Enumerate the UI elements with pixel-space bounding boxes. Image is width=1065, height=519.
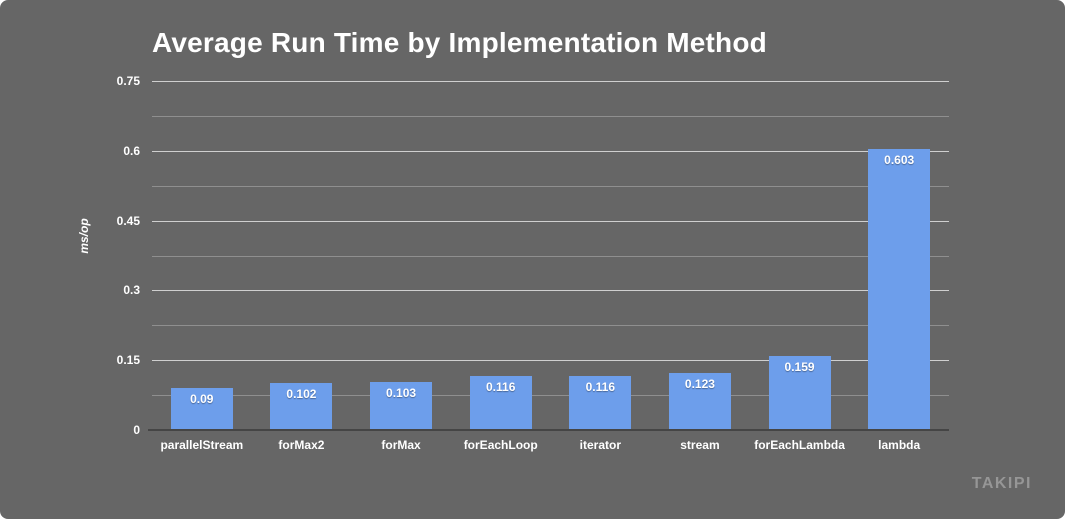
x-tick-label: lambda bbox=[878, 438, 921, 452]
bar-forMax2 bbox=[270, 382, 333, 430]
bar-value-label: 0.123 bbox=[684, 376, 715, 391]
plot-area: 0.09 0.102 0.103 0.116 0.116 0.123 0.159 0.603 bbox=[152, 81, 949, 430]
x-tick-label: forEachLambda bbox=[754, 438, 845, 452]
bar-value-label: 0.103 bbox=[386, 386, 417, 401]
bar-value-label: 0.116 bbox=[585, 380, 615, 395]
takipi-watermark: TAKIPI bbox=[971, 475, 1032, 492]
y-tick-label: 0.3 bbox=[123, 283, 140, 298]
bar-forMax bbox=[370, 382, 433, 430]
bar-forEachLoop bbox=[469, 376, 532, 430]
y-tick-label: 0.75 bbox=[116, 74, 140, 88]
gridline-minor bbox=[152, 325, 949, 327]
x-axis-line bbox=[148, 429, 949, 431]
y-tick-label: 0.15 bbox=[116, 353, 140, 368]
gridline-minor bbox=[152, 395, 949, 397]
bar-parallelStream bbox=[170, 388, 233, 430]
gridline-major bbox=[152, 220, 949, 222]
bar-value-label: 0.102 bbox=[286, 386, 317, 401]
x-tick-label: stream bbox=[680, 438, 720, 452]
gridline-major bbox=[152, 81, 949, 82]
x-tick-label: forMax bbox=[381, 438, 421, 452]
bar-iterator bbox=[569, 376, 632, 430]
gridline-minor bbox=[152, 255, 949, 257]
bar-value-label: 0.159 bbox=[784, 360, 815, 374]
bar-value-label: 0.09 bbox=[190, 392, 214, 407]
y-tick-label: 0 bbox=[133, 423, 140, 437]
gridline-major bbox=[152, 290, 949, 292]
bar-lambda bbox=[868, 149, 931, 430]
gridline-major bbox=[152, 360, 949, 362]
bar-value-label: 0.116 bbox=[486, 380, 516, 395]
y-tick-label: 0.6 bbox=[123, 143, 140, 158]
y-axis-title: ms/op bbox=[77, 218, 91, 254]
bar-forEachLambda bbox=[768, 356, 831, 430]
gridline-minor bbox=[152, 115, 949, 117]
y-tick-label: 0.45 bbox=[116, 213, 140, 228]
gridline-minor bbox=[152, 185, 949, 187]
bar-value-label: 0.603 bbox=[884, 153, 915, 168]
x-tick-label: parallelStream bbox=[160, 438, 244, 452]
x-tick-label: forMax2 bbox=[278, 438, 325, 452]
chart-title: Average Run Time by Implementation Metho… bbox=[152, 27, 767, 58]
x-tick-label: iterator bbox=[579, 438, 621, 452]
gridline-major bbox=[152, 150, 949, 152]
bar-stream bbox=[668, 372, 731, 430]
x-tick-label: forEachLoop bbox=[463, 438, 538, 452]
